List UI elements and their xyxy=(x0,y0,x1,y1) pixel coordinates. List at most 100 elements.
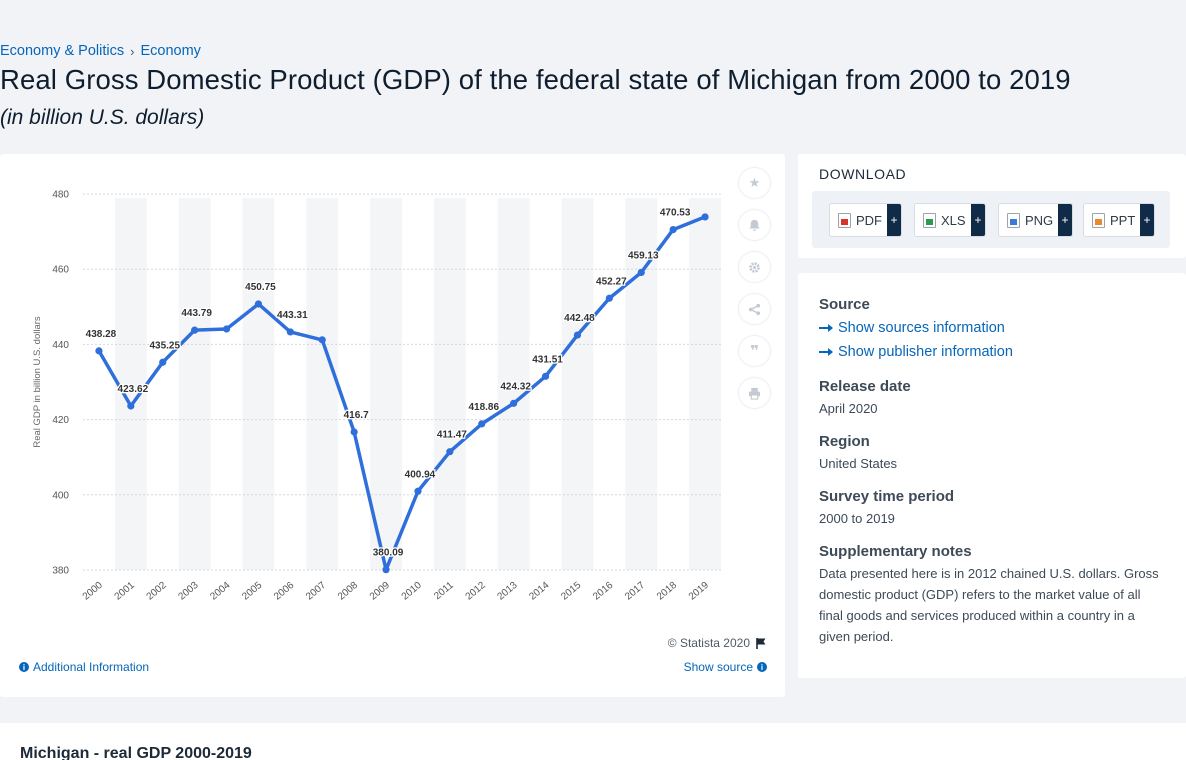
data-point xyxy=(350,428,358,436)
x-tick-label: 2008 xyxy=(336,580,360,603)
x-tick-label: 2011 xyxy=(432,580,456,603)
x-tick-label: 2019 xyxy=(687,580,711,603)
download-xls-label: XLS xyxy=(941,212,966,228)
y-tick-label: 400 xyxy=(52,490,69,501)
additional-info-link[interactable]: i Additional Information xyxy=(19,660,149,674)
quote-icon[interactable]: ❞ xyxy=(738,335,771,367)
data-point xyxy=(510,399,518,407)
download-ppt-button[interactable]: PPT + xyxy=(1083,203,1155,237)
page-title: Real Gross Domestic Product (GDP) of the… xyxy=(0,64,1071,95)
gear-icon[interactable] xyxy=(738,251,771,283)
chart-card: 380 400 420 440 460 480 Real GDP in billion U.… xyxy=(0,154,785,697)
y-tick-label: 480 xyxy=(52,190,69,201)
show-source-label: Show source xyxy=(683,660,753,674)
data-label: 418.86 xyxy=(468,402,499,413)
print-icon[interactable] xyxy=(738,377,771,409)
data-label: 443.79 xyxy=(181,308,212,319)
notes-value: Data presented here is in 2012 chained U… xyxy=(819,566,1159,644)
show-publisher-label: Show publisher information xyxy=(838,344,1013,360)
x-tick-label: 2005 xyxy=(240,580,264,603)
data-label: 442.48 xyxy=(564,313,595,324)
download-xls-button[interactable]: XLS + xyxy=(914,203,986,237)
download-ppt-label: PPT xyxy=(1110,212,1136,228)
x-tick-label: 2002 xyxy=(145,580,169,603)
bell-icon[interactable] xyxy=(738,209,771,241)
download-pdf-button[interactable]: PDF + xyxy=(829,203,902,237)
share-icon[interactable] xyxy=(738,293,771,325)
data-point xyxy=(222,325,231,333)
download-pdf-label: PDF xyxy=(856,212,882,228)
data-point xyxy=(669,226,677,234)
x-tick-label: 2004 xyxy=(208,580,232,603)
info-icon: i xyxy=(19,662,29,672)
arrow-right-icon xyxy=(819,324,833,332)
column-band xyxy=(178,198,211,570)
data-point xyxy=(127,402,135,410)
star-icon[interactable]: ★ xyxy=(738,167,771,199)
survey-value: 2000 to 2019 xyxy=(819,511,895,526)
flag-icon[interactable] xyxy=(756,637,767,649)
png-file-icon xyxy=(1007,212,1020,228)
copyright-text: © Statista 2020 xyxy=(667,636,750,650)
download-png-button[interactable]: PNG + xyxy=(998,203,1073,237)
breadcrumb-separator: › xyxy=(130,43,135,59)
header-area xyxy=(0,0,1186,150)
data-label: 423.62 xyxy=(118,384,149,395)
download-png-label: PNG xyxy=(1025,212,1054,228)
plus-icon: + xyxy=(1140,204,1154,236)
data-point xyxy=(446,448,454,456)
y-tick-label: 460 xyxy=(52,265,69,276)
show-sources-link[interactable]: Show sources information xyxy=(819,320,1005,336)
plus-icon: + xyxy=(1058,204,1072,236)
column-band xyxy=(114,198,147,570)
x-tick-label: 2012 xyxy=(464,580,488,603)
column-band xyxy=(306,198,339,570)
arrow-right-icon xyxy=(819,348,833,356)
data-label: 452.27 xyxy=(596,276,627,287)
data-point xyxy=(478,420,486,428)
breadcrumb: Economy & Politics › Economy xyxy=(0,43,201,59)
data-point xyxy=(414,487,422,495)
additional-info-label: Additional Information xyxy=(33,660,150,674)
data-point xyxy=(191,326,199,334)
y-tick-label: 420 xyxy=(52,415,69,426)
x-tick-label: 2001 xyxy=(113,580,137,603)
data-label: 416.7 xyxy=(344,410,369,421)
notes-heading: Supplementary notes xyxy=(819,543,972,560)
y-tick-label: 380 xyxy=(52,566,69,577)
chart-tools: ★ ❞ xyxy=(738,167,771,409)
y-tick-label: 440 xyxy=(52,340,69,351)
data-label: 470.53 xyxy=(660,208,691,219)
show-source-link[interactable]: Show source i xyxy=(684,660,767,674)
data-point xyxy=(637,268,645,277)
breadcrumb-economy-politics[interactable]: Economy & Politics xyxy=(0,43,125,59)
plus-icon: + xyxy=(887,204,901,236)
y-axis-label: Real GDP in billion U.S. dollars xyxy=(32,316,43,448)
info-icon: i xyxy=(757,662,767,672)
x-tick-label: 2013 xyxy=(495,580,519,603)
column-band xyxy=(689,198,721,570)
column-band xyxy=(433,198,466,570)
region-heading: Region xyxy=(819,433,870,450)
data-label: 459.13 xyxy=(628,250,659,261)
x-tick-label: 2010 xyxy=(400,580,424,603)
data-label: 400.94 xyxy=(405,469,436,480)
copyright-notice: © Statista 2020 xyxy=(668,636,767,650)
survey-heading: Survey time period xyxy=(819,488,955,505)
data-label: 424.32 xyxy=(500,381,531,392)
related-card: Michigan - real GDP 2000-2019 xyxy=(0,723,1186,760)
release-heading: Release date xyxy=(819,378,911,395)
download-buttons: PDF + XLS + PNG + PPT + xyxy=(812,191,1170,248)
data-point xyxy=(605,294,613,302)
data-point xyxy=(541,372,550,380)
data-label: 438.28 xyxy=(86,329,117,340)
data-label: 435.25 xyxy=(149,340,180,351)
data-label: 450.75 xyxy=(245,282,276,293)
show-publisher-link[interactable]: Show publisher information xyxy=(819,344,1013,360)
breadcrumb-economy[interactable]: Economy xyxy=(140,43,201,59)
data-label: 443.31 xyxy=(277,310,308,321)
ppt-file-icon xyxy=(1092,212,1105,228)
xls-file-icon xyxy=(923,212,936,228)
meta-card: Source Show sources information Show pub… xyxy=(798,273,1186,678)
data-point xyxy=(286,328,294,336)
